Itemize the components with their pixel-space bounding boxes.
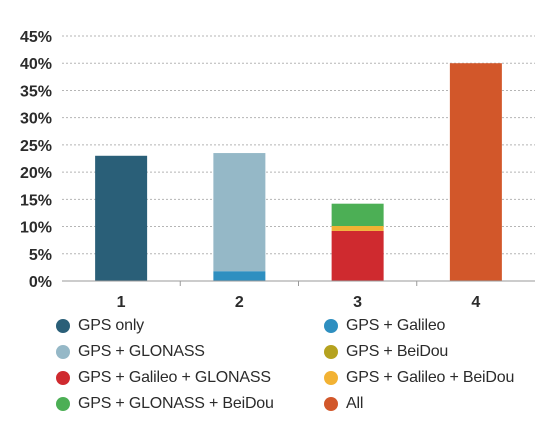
bars — [95, 63, 502, 281]
x-tick-label: 3 — [353, 294, 362, 310]
y-tick-label: 20% — [20, 165, 52, 182]
y-tick-label: 25% — [20, 138, 52, 155]
legend: GPS only GPS + Galileo GPS + GLONASS GPS + … — [56, 316, 536, 414]
x-tick-label: 2 — [235, 294, 244, 310]
stacked-bar-chart: 0% 5% 10% 15% 20% 25% 30% 35% 40% 45% 1 2 3 4 — [20, 29, 535, 310]
bar-segment — [331, 203, 384, 227]
legend-item: GPS + GLONASS — [56, 342, 324, 362]
legend-item: GPS + Galileo + BeiDou — [324, 368, 536, 388]
legend-label: GPS + GLONASS — [78, 343, 205, 360]
legend-label: GPS + Galileo + GLONASS — [78, 369, 271, 386]
bar-segment — [213, 271, 266, 281]
legend-label: GPS + Galileo + BeiDou — [346, 369, 515, 386]
y-tick-label: 40% — [20, 56, 52, 73]
legend-item: GPS + Galileo + GLONASS — [56, 368, 324, 388]
legend-label: GPS + BeiDou — [346, 343, 449, 360]
legend-swatch — [324, 397, 338, 411]
legend-swatch — [56, 397, 70, 411]
legend-item: GPS + GLONASS + BeiDou — [56, 394, 324, 414]
legend-item: All — [324, 394, 536, 414]
x-axis: 1 2 3 4 — [62, 280, 535, 310]
x-tick-label: 1 — [117, 294, 126, 310]
legend-swatch — [56, 319, 70, 333]
y-tick-label: 0% — [29, 274, 52, 291]
legend-label: GPS + Galileo — [346, 317, 446, 334]
y-tick-label: 10% — [20, 220, 52, 237]
bar-segment — [331, 226, 384, 231]
y-tick-label: 5% — [29, 247, 52, 264]
legend-item: GPS + BeiDou — [324, 342, 536, 362]
bar-segment — [95, 155, 148, 281]
legend-swatch — [324, 371, 338, 385]
y-tick-label: 45% — [20, 29, 52, 46]
bar-segment — [449, 63, 502, 281]
bar-segment — [213, 153, 266, 272]
bar-segment — [331, 230, 384, 281]
legend-item: GPS only — [56, 316, 324, 336]
legend-label: GPS only — [78, 317, 144, 334]
gridlines — [62, 35, 535, 255]
x-tick-label: 4 — [471, 294, 480, 310]
legend-label: GPS + GLONASS + BeiDou — [78, 395, 274, 412]
legend-swatch — [324, 319, 338, 333]
y-axis: 0% 5% 10% 15% 20% 25% 30% 35% 40% 45% — [20, 29, 52, 291]
y-tick-label: 15% — [20, 192, 52, 209]
legend-swatch — [56, 345, 70, 359]
y-tick-label: 35% — [20, 83, 52, 100]
y-tick-label: 30% — [20, 111, 52, 128]
legend-item: GPS + Galileo — [324, 316, 536, 336]
legend-swatch — [56, 371, 70, 385]
legend-label: All — [346, 395, 364, 412]
legend-swatch — [324, 345, 338, 359]
